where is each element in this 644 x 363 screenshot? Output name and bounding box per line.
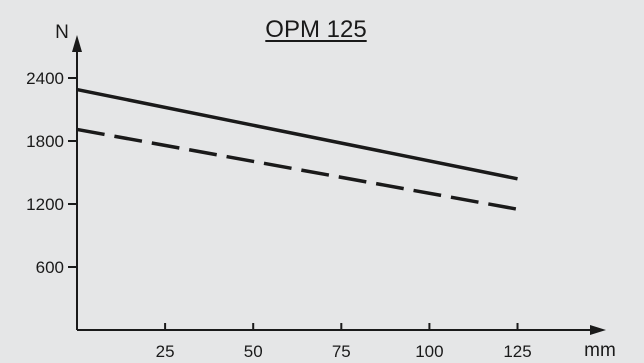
series-line-dashed (76, 127, 518, 211)
y-tick-label: 600 (36, 258, 64, 277)
series-line-solid (76, 87, 518, 181)
y-axis-unit: N (55, 22, 69, 43)
x-tick-label: 125 (503, 342, 531, 361)
x-tick-label: 25 (156, 342, 175, 361)
x-tick-label: 75 (332, 342, 351, 361)
y-axis-arrow (72, 35, 82, 52)
x-tick-label: 100 (415, 342, 443, 361)
y-tick-label: 1800 (26, 132, 64, 151)
chart-title: OPM 125 (265, 16, 366, 43)
series-group (76, 87, 518, 211)
y-axis: 600 1200 1800 2400 (26, 35, 82, 330)
y-tick-label: 2400 (26, 69, 64, 88)
y-tick-label: 1200 (26, 195, 64, 214)
x-tick-label: 50 (244, 342, 263, 361)
x-axis-arrow (590, 325, 606, 335)
x-axis: 25 50 75 100 125 (77, 323, 606, 361)
x-axis-unit: mm (584, 340, 616, 361)
